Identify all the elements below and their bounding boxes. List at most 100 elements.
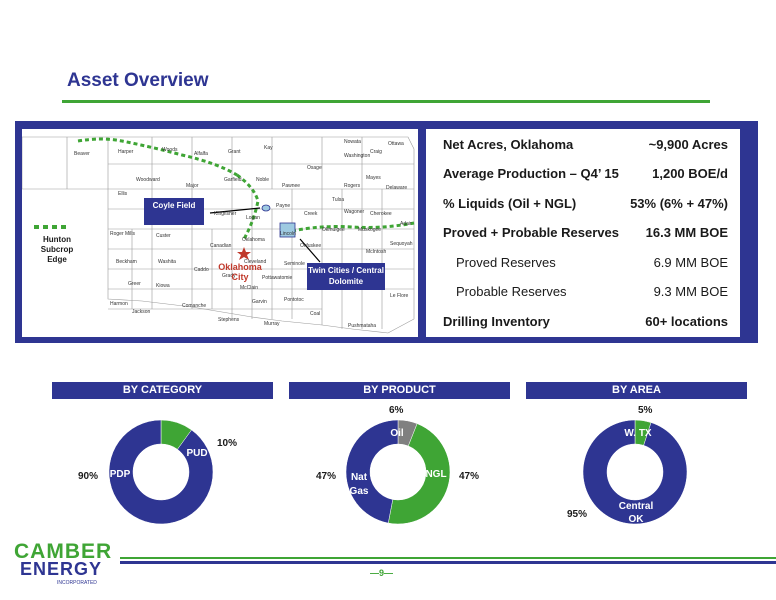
county-label: Kiowa	[156, 283, 170, 289]
county-label: Mayes	[366, 175, 381, 181]
county-label: Cleveland	[244, 259, 267, 265]
page-title: Asset Overview	[67, 70, 209, 91]
county-label: Murray	[264, 321, 280, 327]
fact-row: Net Acres, Oklahoma ~9,900 Acres	[426, 133, 740, 157]
county-label: Woods	[162, 147, 178, 153]
county-label: Greer	[128, 281, 141, 287]
county-label: Grady	[222, 273, 236, 279]
county-label: Grant	[228, 149, 241, 155]
fact-label: Proved Reserves	[456, 255, 556, 270]
nat-gas-percent: 47%	[316, 471, 337, 482]
county-label: Kingfisher	[214, 211, 237, 217]
county-label: Osage	[307, 165, 322, 171]
county-grid	[22, 136, 415, 334]
logo-energy: ENERGY	[20, 559, 103, 579]
fact-label: % Liquids (Oil + NGL)	[443, 196, 577, 211]
logo-camber: CAMBER	[14, 540, 113, 563]
pdp-percent: 90%	[78, 471, 99, 482]
county-label: Pottawatomie	[262, 275, 293, 281]
county-label: Sequoyah	[390, 241, 413, 247]
county-label: Pawnee	[282, 183, 301, 189]
ngl-percent: 47%	[459, 471, 480, 482]
coyle-field-callout: Coyle Field	[144, 198, 204, 225]
oil-percent: 6%	[389, 405, 404, 416]
county-label: Canadian	[210, 243, 232, 249]
county-label: Tulsa	[332, 197, 345, 203]
county-label: Okfuskee	[300, 243, 322, 249]
fact-value: 16.3 MM BOE	[645, 225, 728, 240]
fact-value: ~9,900 Acres	[648, 137, 728, 152]
donut-slice-pdp	[108, 419, 214, 525]
fact-label: Proved + Probable Reserves	[443, 225, 619, 240]
county-label: Adair	[400, 221, 412, 227]
county-label: Custer	[156, 233, 171, 239]
county-label: Caddo	[194, 267, 209, 273]
coyle-field-area	[261, 204, 271, 212]
county-label: Garvin	[252, 299, 267, 305]
county-label: Roger Mills	[110, 231, 136, 237]
logo-incorporated: INCORPORATED	[57, 580, 97, 586]
subcrop-legend-label: Hunton Subcrop Edge	[40, 235, 74, 264]
page-number: —9—	[370, 568, 394, 578]
twin-cities-area-box	[279, 222, 296, 238]
county-label: Harper	[118, 149, 134, 155]
county-label: Harmon	[110, 301, 128, 307]
county-label: Wagoner	[344, 209, 365, 215]
by-category-header: BY CATEGORY	[52, 382, 273, 399]
county-label: Beckham	[116, 259, 137, 265]
fact-value: 53% (6% + 47%)	[630, 196, 728, 211]
fact-label: Net Acres, Oklahoma	[443, 137, 574, 152]
county-label: Oklahoma	[242, 237, 265, 243]
fact-label: Average Production – Q4’ 15	[443, 166, 619, 181]
county-label: Craig	[370, 149, 382, 155]
map-svg	[22, 136, 415, 334]
county-label: McClain	[240, 285, 259, 291]
category-donut	[108, 419, 214, 525]
twin-cities-callout: Twin Cities / Central Dolomite	[307, 263, 385, 290]
by-area-header: BY AREA	[526, 382, 747, 399]
footer-green-rule	[120, 557, 776, 559]
ngl-slice-label: NGL	[425, 469, 447, 480]
county-label: Cherokee	[370, 211, 392, 217]
pud-percent: 10%	[217, 438, 238, 449]
county-label: Pushmataha	[348, 323, 377, 329]
fact-value: 60+ locations	[645, 314, 728, 329]
county-label: Alfalfa	[194, 151, 208, 157]
county-label: Seminole	[284, 261, 305, 267]
nat-gas-slice-label: Nat Gas	[349, 472, 369, 497]
area-donut	[582, 419, 688, 525]
county-label: Noble	[256, 177, 270, 183]
fact-value: 1,200 BOE/d	[652, 166, 728, 181]
county-label: Major	[186, 183, 199, 189]
fact-row: % Liquids (Oil + NGL) 53% (6% + 47%)	[426, 192, 740, 216]
donut-slice-ngl	[387, 423, 451, 525]
county-label: Washington	[344, 153, 371, 159]
county-label: Washita	[158, 259, 176, 265]
county-label: Delaware	[386, 185, 408, 191]
pud-slice-label: PUD	[186, 448, 208, 459]
subcrop-edge-line-east	[291, 221, 415, 233]
oklahoma-city-star-icon	[237, 247, 251, 260]
county-label: Okmulgee	[322, 227, 345, 233]
fact-value: 9.3 MM BOE	[653, 284, 728, 299]
county-label: Kay	[264, 145, 273, 151]
county-label: Coal	[310, 311, 321, 317]
fact-row: Probable Reserves 9.3 MM BOE	[426, 280, 740, 304]
county-label: Beaver	[74, 151, 90, 157]
donut-slice-central-ok	[582, 419, 688, 525]
county-label: Muskogee	[358, 227, 382, 233]
twin-cities-pointer	[299, 238, 321, 263]
county-label: Pontotoc	[284, 297, 304, 303]
county-label: Nowata	[344, 139, 361, 145]
subcrop-edge-line-middle	[236, 173, 260, 240]
oil-slice-label: Oil	[390, 428, 404, 439]
donut-slice-nat-gas	[345, 419, 399, 524]
fact-label: Drilling Inventory	[443, 314, 550, 329]
oklahoma-map: Beaver Harper Woods Alfalfa Grant Kay No…	[22, 129, 418, 337]
pdp-slice-label: PDP	[109, 469, 131, 480]
oklahoma-city-label: Oklahoma City	[218, 262, 262, 282]
fact-row: Average Production – Q4’ 15 1,200 BOE/d	[426, 162, 740, 186]
county-label: McIntosh	[366, 249, 387, 255]
county-label: Payne	[276, 203, 291, 209]
county-label: Ellis	[118, 191, 128, 197]
